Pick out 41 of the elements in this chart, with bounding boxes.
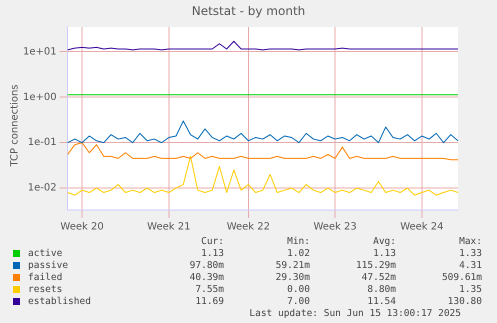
- text: 1.13: [200, 248, 224, 260]
- y-axis-title: TCP connections: [10, 83, 20, 169]
- y-tick-label: 1e+01: [22, 46, 57, 58]
- text: 47.52m: [360, 272, 396, 284]
- chart-title: Netstat - by month: [190, 4, 306, 18]
- legend-label: passive: [28, 260, 70, 272]
- legend-label: established: [28, 296, 92, 308]
- text: 1.35: [458, 284, 482, 296]
- text: 97.80m: [188, 260, 224, 272]
- text: 11.69: [194, 296, 224, 308]
- text: 1.02: [286, 248, 310, 260]
- text: 0.00: [286, 284, 310, 296]
- text: Min:: [286, 236, 310, 248]
- text: 4.31: [458, 260, 482, 272]
- x-tick-label: Week 24: [400, 222, 444, 233]
- text: Avg:: [372, 236, 396, 248]
- legend-label: failed: [28, 272, 64, 284]
- y-tick-label: 1e-02: [28, 182, 57, 194]
- text: 29.30m: [274, 272, 310, 284]
- x-tick-label: Week 22: [226, 222, 270, 233]
- text: 8.80m: [366, 284, 396, 296]
- text: 509.61m: [440, 272, 482, 284]
- text: Max:: [458, 236, 482, 248]
- text: 7.00: [286, 296, 310, 308]
- x-tick-label: Week 21: [147, 222, 190, 233]
- y-tick-label: 1e+00: [22, 92, 57, 103]
- x-tick-label: Week 20: [60, 222, 104, 233]
- text: 115.29m: [354, 260, 396, 272]
- text: Cur:: [200, 236, 224, 248]
- legend-label: resets: [28, 284, 64, 296]
- y-tick-label: 1e-01: [28, 137, 57, 148]
- text: 11.54: [366, 296, 396, 308]
- legend-label: active: [28, 248, 64, 260]
- text: 1.33: [458, 248, 482, 260]
- text: 59.21m: [274, 260, 310, 272]
- text: Last update: Sun Jun 15 13:00:17 2025: [248, 308, 461, 320]
- text: 7.55m: [194, 284, 224, 296]
- x-tick-label: Week 23: [313, 222, 357, 233]
- text: 130.80: [446, 296, 482, 308]
- text: 1.13: [372, 248, 396, 260]
- text: 40.39m: [188, 272, 224, 284]
